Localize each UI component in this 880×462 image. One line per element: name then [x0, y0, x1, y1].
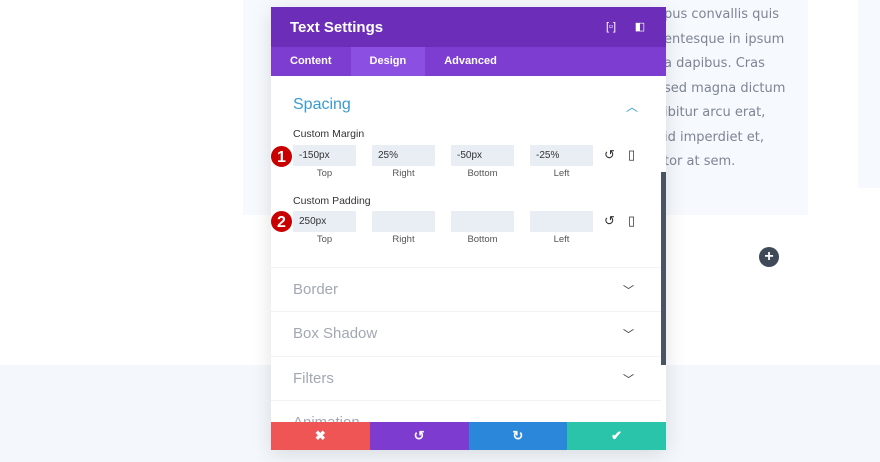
- redo-button[interactable]: ↻: [468, 422, 568, 450]
- reset-icon[interactable]: ↺: [604, 147, 615, 162]
- tab-content[interactable]: Content: [290, 55, 332, 67]
- modal-footer: ✖ ↺ ↻ ✔: [271, 422, 666, 450]
- text-line: ibitur arcu erat,: [664, 105, 766, 120]
- chevron-down-icon: ﹀: [623, 374, 634, 386]
- undo-icon: ↺: [413, 428, 425, 443]
- step-badge-2: 2: [270, 210, 293, 233]
- margin-top-input[interactable]: -150px: [293, 145, 356, 166]
- side-label: Bottom: [467, 168, 498, 179]
- tab-advanced[interactable]: Advanced: [444, 55, 497, 67]
- text-line: tor at sem.: [664, 154, 736, 169]
- section-border[interactable]: Border ﹀: [271, 267, 661, 312]
- side-label: Left: [553, 168, 570, 179]
- text-line: id imperdiet et,: [664, 129, 764, 145]
- margin-side-labels: Top Right Bottom Left: [293, 168, 609, 179]
- section-title: Animation: [293, 414, 360, 422]
- section-animation[interactable]: Animation: [271, 400, 661, 422]
- cancel-button[interactable]: ✖: [271, 422, 370, 450]
- custom-margin-label: Custom Margin: [293, 128, 365, 140]
- margin-inputs: -150px 25% -50px -25%: [293, 145, 609, 166]
- tab-design[interactable]: Design: [350, 47, 426, 76]
- padding-side-labels: Top Right Bottom Left: [293, 234, 609, 245]
- padding-bottom-input[interactable]: [451, 211, 514, 232]
- step-badge-1: 1: [270, 145, 293, 168]
- section-title: Filters: [293, 370, 334, 387]
- mobile-icon[interactable]: ▯: [628, 147, 636, 162]
- chevron-down-icon: ﹀: [623, 329, 634, 341]
- sidebar-layout-icon[interactable]: ◧: [634, 21, 646, 33]
- modal-body: Spacing ︿ Custom Margin 1 -150px 25% -50…: [270, 76, 666, 422]
- margin-left-input[interactable]: -25%: [530, 145, 593, 166]
- save-button[interactable]: ✔: [567, 422, 666, 450]
- add-module-button[interactable]: +: [759, 247, 779, 267]
- section-filters[interactable]: Filters ﹀: [271, 356, 661, 401]
- content-column-right: [858, 0, 880, 188]
- padding-left-input[interactable]: [530, 211, 593, 232]
- body-text: pus convallis quis entesque in ipsum a d…: [664, 3, 785, 175]
- undo-button[interactable]: ↺: [369, 422, 469, 450]
- check-icon: ✔: [611, 428, 623, 443]
- settings-modal: Text Settings [▫] ◧ Content Design Advan…: [270, 7, 666, 450]
- text-line: entesque in ipsum: [664, 31, 785, 47]
- modal-title: Text Settings: [290, 18, 384, 36]
- modal-header: Text Settings [▫] ◧: [271, 7, 666, 47]
- chevron-up-icon[interactable]: ︿: [625, 100, 638, 114]
- close-icon: ✖: [314, 428, 326, 443]
- mobile-icon[interactable]: ▯: [628, 213, 636, 228]
- side-label: Bottom: [467, 234, 498, 245]
- text-line: sed magna dictum: [664, 80, 786, 96]
- scrollbar[interactable]: [661, 172, 666, 365]
- margin-bottom-input[interactable]: -50px: [451, 145, 514, 166]
- text-line: a dapibus. Cras: [664, 56, 765, 71]
- padding-inputs: 250px: [293, 211, 609, 232]
- spacing-section-title[interactable]: Spacing: [293, 96, 351, 113]
- margin-right-input[interactable]: 25%: [372, 145, 435, 166]
- section-box-shadow[interactable]: Box Shadow ﹀: [271, 311, 661, 356]
- padding-top-input[interactable]: 250px: [293, 211, 356, 232]
- side-label: Right: [392, 234, 415, 245]
- side-label: Top: [316, 168, 333, 179]
- chevron-down-icon: ﹀: [623, 285, 634, 297]
- custom-padding-label: Custom Padding: [293, 195, 371, 207]
- side-label: Top: [316, 234, 333, 245]
- side-label: Right: [392, 168, 415, 179]
- redo-icon: ↻: [512, 428, 524, 443]
- section-title: Box Shadow: [293, 325, 378, 342]
- text-line: pus convallis quis: [664, 7, 780, 22]
- fullscreen-icon[interactable]: [▫]: [605, 21, 616, 33]
- side-label: Left: [553, 234, 570, 245]
- padding-right-input[interactable]: [372, 211, 435, 232]
- reset-icon[interactable]: ↺: [604, 213, 615, 228]
- tab-bar: Content Design Advanced: [271, 47, 666, 76]
- section-title: Border: [293, 281, 339, 298]
